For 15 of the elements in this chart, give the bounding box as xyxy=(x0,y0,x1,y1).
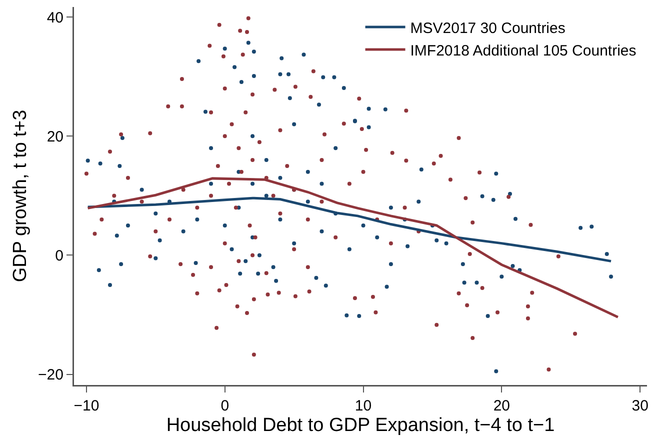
x-tick-label: 0 xyxy=(220,398,230,414)
x-tick-label: −10 xyxy=(74,398,100,414)
y-axis-title: GDP growth, t to t+3 xyxy=(10,110,32,282)
line-series xyxy=(86,177,620,318)
x-axis-title: Household Debt to GDP Expansion, t−4 to t−1 xyxy=(166,415,555,436)
y-tick-label: 0 xyxy=(55,247,64,264)
line-series xyxy=(86,196,612,262)
y-tick-label: 20 xyxy=(46,128,64,146)
y-tick-label: 40 xyxy=(46,9,64,26)
y-tick-label: −20 xyxy=(38,366,64,384)
x-tick-label: 10 xyxy=(354,398,372,414)
legend-label: IMF2018 Additional 105 Countries xyxy=(410,42,636,60)
legend-label: MSV2017 30 Countries xyxy=(410,20,566,37)
x-tick-label: 30 xyxy=(632,398,648,414)
x-tick-label: 20 xyxy=(493,398,510,414)
